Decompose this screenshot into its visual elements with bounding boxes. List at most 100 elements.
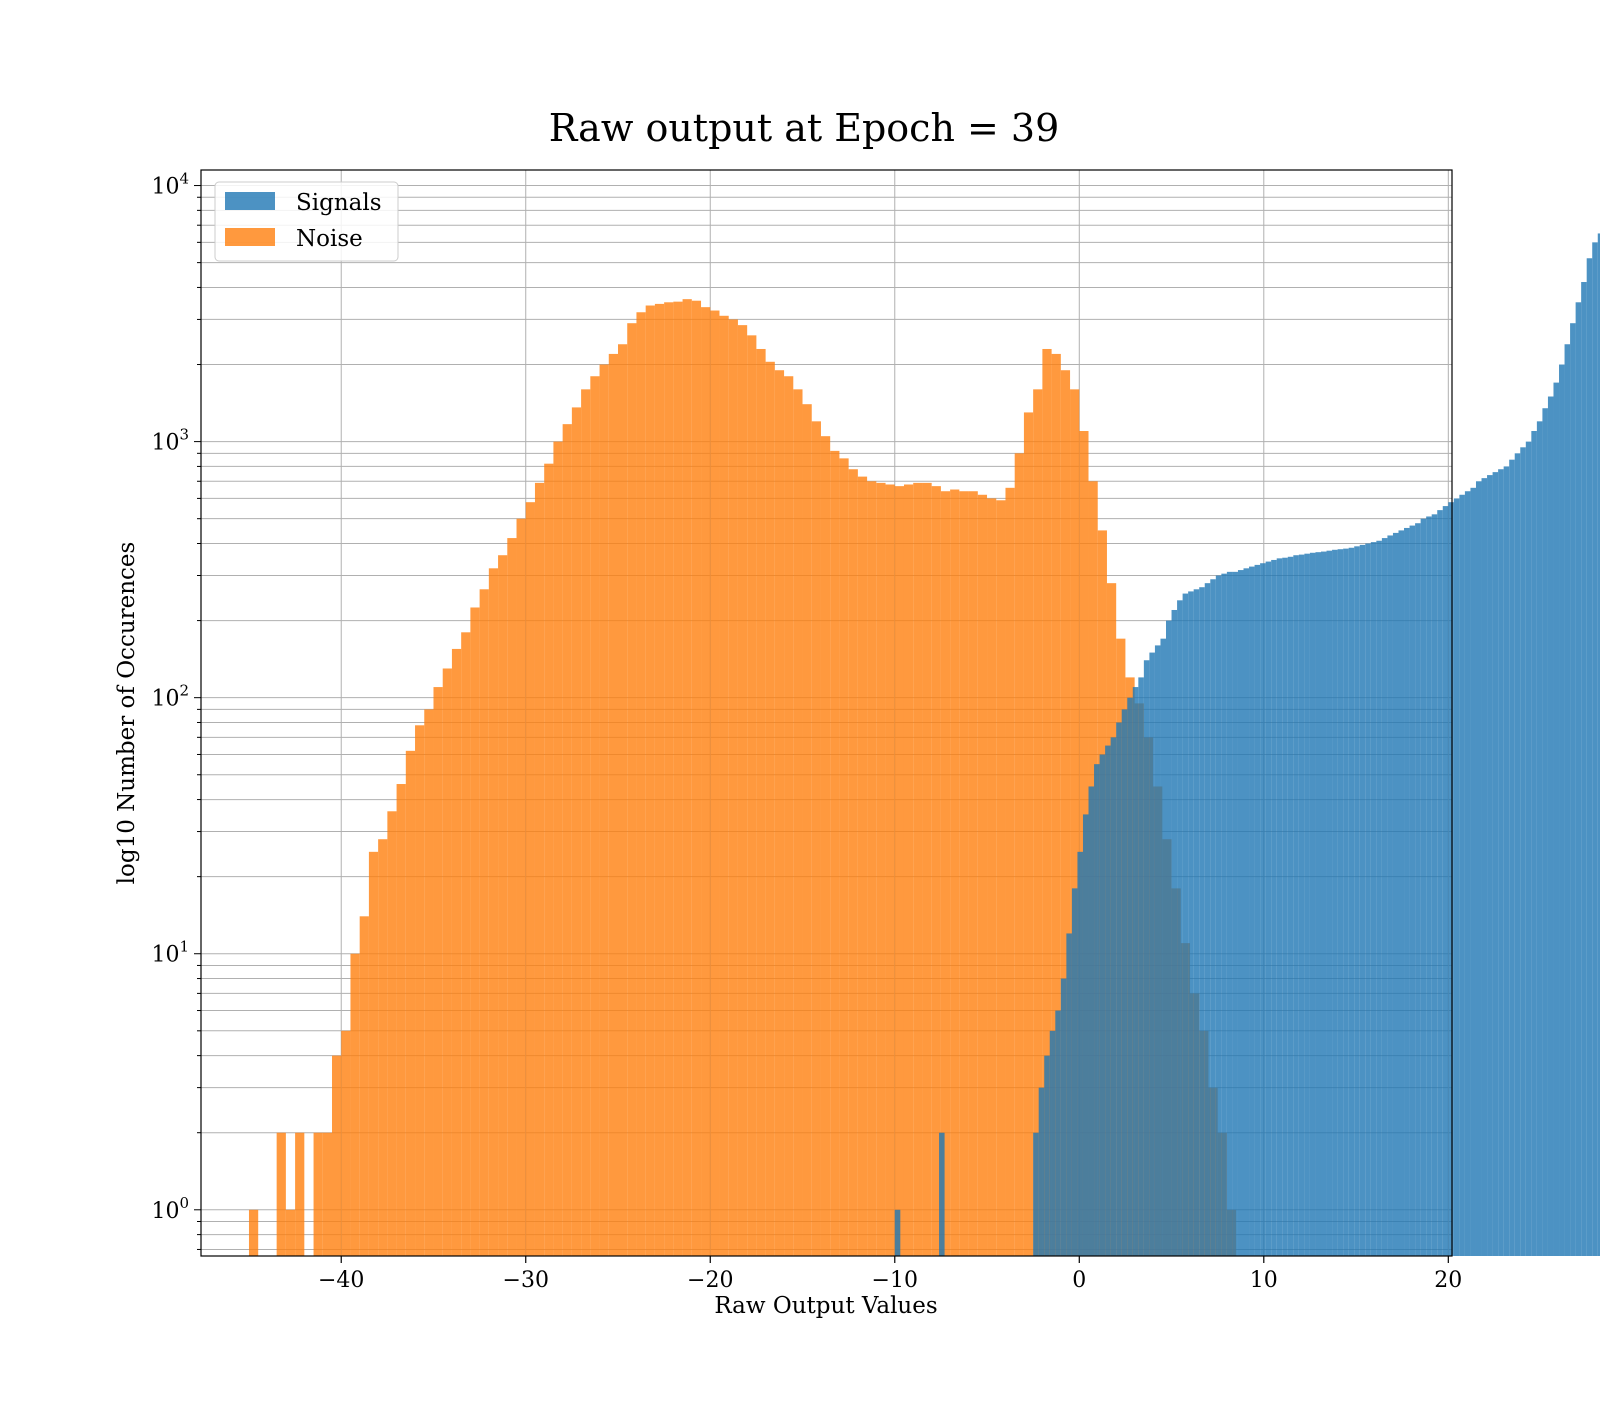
signals-bar xyxy=(1570,323,1576,1256)
noise-bar xyxy=(820,436,831,1256)
legend-swatch-signals xyxy=(225,192,275,210)
signals-bar xyxy=(1077,851,1083,1256)
y-axis-label: log10 Number of Occurences xyxy=(114,542,140,885)
y-axis-ticks: 100 101 102 103 104 xyxy=(151,170,201,1250)
signals-bar xyxy=(1354,546,1360,1256)
noise-bar xyxy=(737,325,748,1256)
signals-bar xyxy=(1531,431,1537,1256)
noise-bar xyxy=(285,1209,296,1256)
signals-bar xyxy=(1348,547,1355,1256)
noise-bar xyxy=(848,469,858,1256)
noise-bar xyxy=(415,725,425,1256)
signals-bar xyxy=(1160,638,1167,1256)
signals-bar xyxy=(1453,498,1460,1256)
noise-bar xyxy=(618,344,628,1256)
signals-bar xyxy=(1127,697,1133,1256)
noise-bar xyxy=(959,491,969,1256)
x-tick-label: 20 xyxy=(1434,1268,1462,1293)
noise-bar xyxy=(322,1132,333,1256)
noise-bar xyxy=(774,370,785,1256)
noise-bar xyxy=(811,421,821,1257)
legend-label-noise: Noise xyxy=(296,226,363,252)
signals-bar xyxy=(1276,558,1283,1256)
noise-bar xyxy=(378,839,388,1256)
x-tick-label: 10 xyxy=(1250,1268,1278,1293)
signals-bar xyxy=(1309,552,1316,1256)
signals-bar xyxy=(1525,441,1532,1256)
signals-bar xyxy=(1182,593,1189,1256)
noise-bar xyxy=(682,299,692,1256)
signals-bar xyxy=(1038,1087,1045,1256)
noise-bar xyxy=(756,348,766,1256)
signals-bar xyxy=(1105,745,1111,1256)
signals-bar xyxy=(1376,540,1382,1256)
noise-bar xyxy=(396,784,406,1256)
noise-bar xyxy=(544,463,554,1257)
noise-bar xyxy=(470,607,480,1256)
signals-bar xyxy=(1365,543,1371,1256)
noise-bar xyxy=(562,424,572,1256)
signals-bar xyxy=(1088,786,1095,1256)
signals-bar xyxy=(1138,677,1144,1256)
signals-bar xyxy=(1470,487,1476,1256)
noise-bar xyxy=(996,500,1006,1256)
signals-bar xyxy=(1481,478,1488,1256)
signals-bar xyxy=(1249,566,1255,1256)
noise-bar xyxy=(424,709,434,1256)
signals-bar xyxy=(1487,475,1493,1256)
noise-bar xyxy=(747,335,757,1256)
signals-bar xyxy=(1315,552,1321,1256)
signals-bar xyxy=(1437,510,1443,1256)
signals-bar xyxy=(1392,532,1399,1256)
signals-bar xyxy=(1404,527,1410,1256)
signals-bar xyxy=(1116,722,1122,1256)
signals-bar xyxy=(1132,687,1139,1256)
noise-bar xyxy=(461,632,471,1256)
signals-bar xyxy=(1564,344,1571,1256)
noise-bar xyxy=(1014,453,1024,1256)
signals-bar xyxy=(1215,575,1222,1256)
noise-bar xyxy=(765,361,775,1257)
noise-bar xyxy=(590,376,600,1256)
signals-series-bars xyxy=(894,233,1600,1257)
signals-bar xyxy=(1592,242,1598,1256)
signals-bar xyxy=(1260,563,1266,1256)
signals-bar xyxy=(1293,555,1299,1256)
signals-bar xyxy=(1509,459,1515,1256)
noise-bar xyxy=(857,476,868,1257)
signals-bar xyxy=(1304,553,1310,1256)
noise-bar xyxy=(940,491,951,1256)
signals-bar xyxy=(1553,382,1560,1256)
signals-bar xyxy=(1475,481,1482,1256)
noise-bar xyxy=(276,1132,286,1256)
noise-bar xyxy=(673,301,683,1257)
signals-bar xyxy=(1110,737,1117,1256)
signals-bar xyxy=(1332,549,1338,1256)
noise-bar xyxy=(894,486,904,1257)
signals-bar xyxy=(1166,620,1172,1256)
noise-bar xyxy=(719,315,729,1256)
noise-bar xyxy=(442,668,452,1256)
signals-bar xyxy=(939,1132,945,1256)
signals-bar xyxy=(1082,814,1089,1256)
signals-bar xyxy=(1575,302,1582,1257)
noise-bar xyxy=(1042,348,1052,1256)
noise-bar xyxy=(885,484,895,1256)
signals-bar xyxy=(1448,502,1454,1256)
noise-bar xyxy=(507,538,517,1256)
signals-bar xyxy=(1060,978,1067,1256)
signals-bar xyxy=(1188,591,1194,1256)
signals-bar xyxy=(1298,554,1305,1256)
x-axis-ticks: −40 −30 −20 −10 0 10 20 xyxy=(318,1256,1462,1293)
noise-bar xyxy=(968,491,978,1256)
noise-bar xyxy=(931,486,941,1257)
noise-bar xyxy=(516,518,526,1256)
signals-bar xyxy=(1343,548,1349,1256)
y-tick-label: 104 xyxy=(151,170,189,200)
signals-bar xyxy=(1409,525,1416,1256)
x-tick-label: −30 xyxy=(503,1268,549,1293)
signals-bar xyxy=(1581,282,1587,1256)
signals-bar xyxy=(1420,518,1427,1256)
signals-bar xyxy=(1033,1132,1039,1256)
